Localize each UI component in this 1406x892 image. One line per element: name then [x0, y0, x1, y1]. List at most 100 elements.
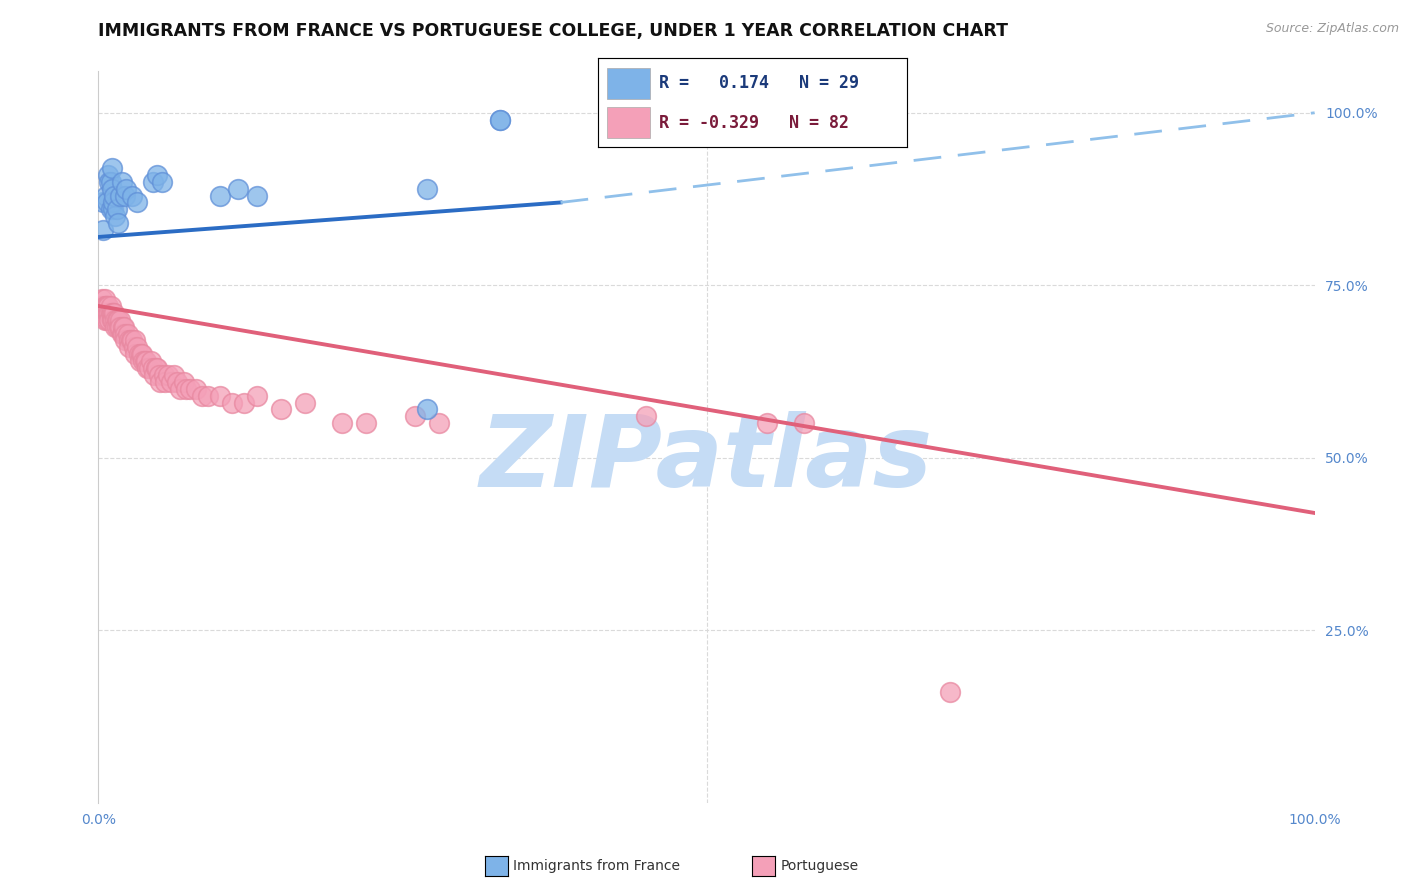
Text: Source: ZipAtlas.com: Source: ZipAtlas.com	[1265, 22, 1399, 36]
Point	[105, 202, 128, 217]
Point	[149, 375, 172, 389]
Point	[91, 299, 114, 313]
Point	[107, 312, 129, 326]
Point	[138, 361, 160, 376]
Point	[330, 417, 353, 431]
Point	[163, 368, 186, 382]
Point	[98, 175, 121, 189]
Text: R =   0.174   N = 29: R = 0.174 N = 29	[659, 74, 859, 93]
Point	[96, 299, 118, 313]
Point	[103, 188, 125, 202]
Point	[488, 112, 510, 127]
Point	[146, 168, 169, 182]
Point	[294, 395, 316, 409]
Point	[93, 292, 115, 306]
Point	[939, 685, 962, 699]
Point	[111, 319, 134, 334]
Point	[128, 354, 150, 368]
Point	[354, 417, 377, 431]
Point	[124, 334, 146, 348]
Point	[191, 389, 214, 403]
Point	[101, 312, 124, 326]
Point	[142, 361, 165, 376]
Point	[97, 168, 120, 182]
Point	[136, 361, 159, 376]
Point	[101, 182, 124, 196]
Point	[404, 409, 426, 424]
Text: Portuguese: Portuguese	[780, 859, 859, 873]
Point	[101, 312, 124, 326]
Point	[105, 319, 128, 334]
Point	[101, 195, 124, 210]
Point	[105, 312, 128, 326]
Point	[91, 306, 114, 320]
Point	[173, 375, 195, 389]
Point	[146, 361, 169, 376]
Bar	[607, 107, 650, 138]
Point	[127, 340, 149, 354]
Point	[103, 306, 125, 320]
Point	[115, 182, 138, 196]
Point	[169, 382, 191, 396]
Point	[101, 202, 124, 217]
Point	[221, 395, 243, 409]
Point	[143, 368, 166, 382]
Point	[233, 395, 256, 409]
Point	[118, 340, 141, 354]
Point	[101, 306, 124, 320]
Point	[166, 375, 188, 389]
Point	[108, 319, 131, 334]
Point	[97, 306, 120, 320]
Point	[98, 312, 121, 326]
Bar	[607, 68, 650, 99]
Point	[91, 195, 114, 210]
Point	[156, 368, 179, 382]
Text: Immigrants from France: Immigrants from France	[513, 859, 681, 873]
Point	[114, 334, 136, 348]
Point	[139, 354, 162, 368]
Point	[427, 417, 450, 431]
Point	[226, 182, 249, 196]
Point	[100, 202, 122, 217]
Point	[128, 347, 150, 361]
Text: ZIPatlas: ZIPatlas	[479, 410, 934, 508]
Point	[122, 340, 145, 354]
Point	[114, 326, 136, 341]
Point	[245, 188, 267, 202]
Point	[93, 312, 115, 326]
Point	[94, 299, 117, 313]
Point	[209, 389, 232, 403]
Point	[150, 175, 173, 189]
Point	[110, 319, 132, 334]
Point	[179, 382, 201, 396]
Point	[160, 375, 183, 389]
Point	[104, 312, 127, 326]
Point	[793, 417, 815, 431]
Point	[96, 195, 118, 210]
Point	[209, 188, 232, 202]
Point	[104, 319, 127, 334]
Point	[91, 292, 114, 306]
Point	[100, 175, 122, 189]
Point	[245, 389, 267, 403]
Text: R = -0.329   N = 82: R = -0.329 N = 82	[659, 113, 849, 132]
Point	[155, 375, 177, 389]
Point	[90, 299, 112, 313]
Point	[270, 402, 292, 417]
Point	[107, 216, 129, 230]
Point	[127, 195, 149, 210]
Point	[131, 347, 153, 361]
Point	[101, 306, 124, 320]
Point	[97, 299, 120, 313]
Point	[94, 188, 117, 202]
Point	[634, 409, 657, 424]
Point	[112, 319, 135, 334]
Point	[416, 402, 439, 417]
Point	[174, 382, 197, 396]
Point	[93, 299, 115, 313]
Point	[114, 188, 136, 202]
Point	[197, 389, 219, 403]
Point	[416, 182, 439, 196]
Point	[121, 334, 143, 348]
Point	[100, 306, 122, 320]
